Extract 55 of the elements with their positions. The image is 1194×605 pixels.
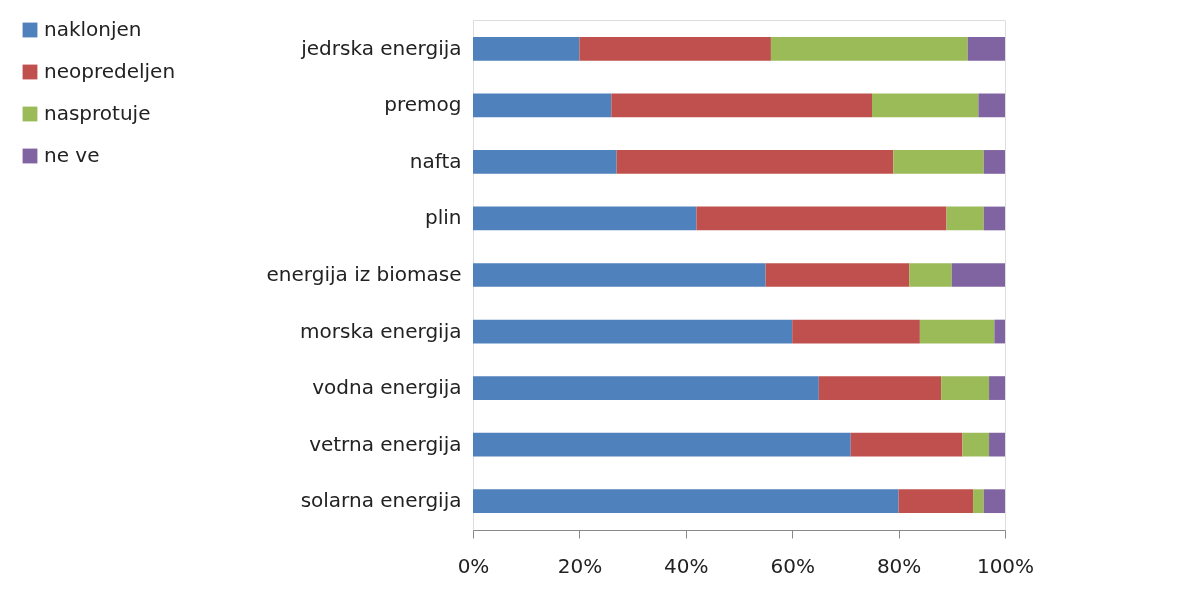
- bar: [792, 319, 920, 344]
- x-tick-label: 80%: [876, 553, 922, 578]
- legend-label: ne ve: [44, 143, 100, 167]
- bar: [941, 376, 990, 400]
- bar: [951, 263, 1005, 287]
- bar: [962, 432, 990, 457]
- bar: [983, 150, 1005, 174]
- bar: [611, 93, 872, 118]
- bar: [473, 93, 612, 118]
- bar: [579, 36, 771, 61]
- legend-label: naklonjen: [44, 17, 142, 41]
- bar: [473, 319, 793, 344]
- bar: [473, 36, 580, 61]
- bar: [473, 150, 617, 174]
- bar: [989, 376, 1005, 400]
- y-tick-label: energija iz biomase: [266, 262, 462, 286]
- x-tick-label: 0%: [457, 553, 490, 578]
- y-tick-label: jedrska energija: [300, 35, 462, 60]
- bar: [893, 150, 984, 174]
- bar: [872, 93, 979, 118]
- bar: [473, 206, 697, 231]
- bar: [770, 36, 968, 61]
- bar: [616, 150, 894, 174]
- bar: [983, 206, 1005, 231]
- bar: [473, 263, 766, 287]
- y-tick-label: vetrna energija: [309, 431, 462, 456]
- bar: [967, 36, 1005, 61]
- x-tick-label: 20%: [557, 553, 603, 578]
- y-tick-label: vodna energija: [312, 375, 462, 400]
- legend-label: nasprotuje: [44, 101, 151, 125]
- y-tick-label: morska energija: [300, 318, 462, 343]
- x-tick-label: 40%: [664, 553, 709, 578]
- x-tick-label: 60%: [770, 553, 815, 578]
- bar: [989, 432, 1005, 457]
- bar: [898, 489, 974, 514]
- bar: [473, 432, 851, 457]
- bar: [978, 93, 1005, 118]
- bar: [473, 489, 899, 514]
- bar: [473, 376, 819, 400]
- bar: [919, 319, 995, 344]
- bar: [983, 489, 1005, 514]
- bar: [850, 432, 963, 457]
- y-tick-label: nafta: [409, 148, 462, 173]
- x-tick-label: 100%: [976, 553, 1035, 578]
- bar: [946, 206, 984, 231]
- y-tick-label: plin: [425, 205, 462, 230]
- legend-label: neopredeljen: [44, 59, 176, 83]
- bar: [994, 319, 1005, 344]
- y-tick-label: premog: [384, 92, 462, 117]
- bar: [818, 376, 942, 400]
- bar: [909, 263, 952, 287]
- bar: [696, 206, 947, 231]
- y-tick-label: solarna energija: [300, 488, 462, 513]
- bar: [973, 489, 984, 514]
- bar: [765, 263, 910, 287]
